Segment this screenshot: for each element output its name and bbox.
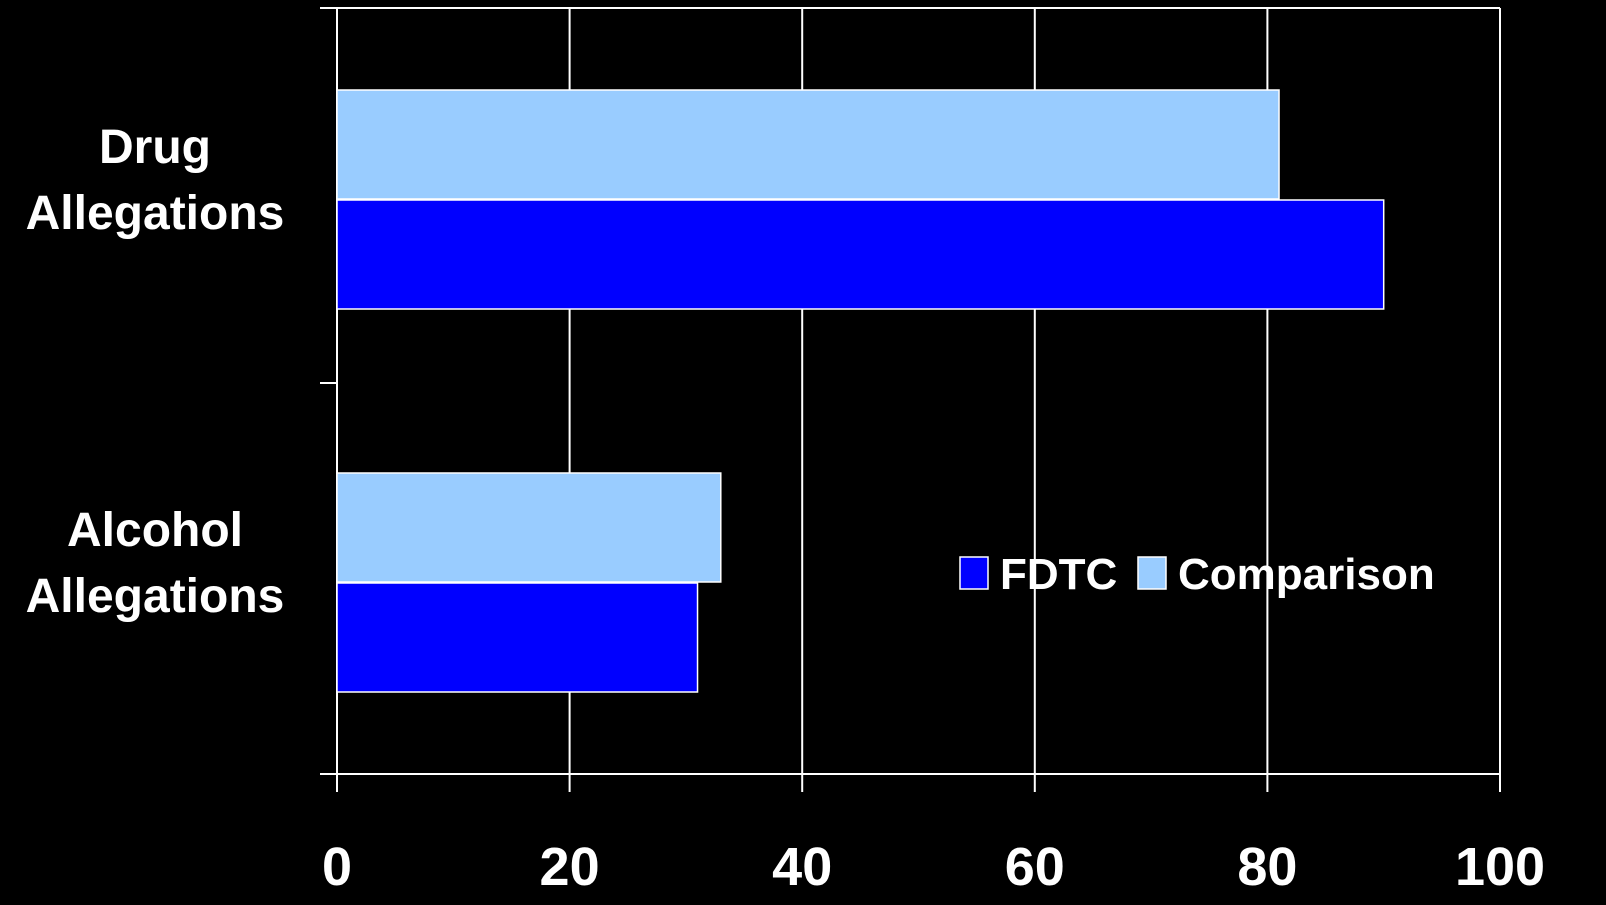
legend-swatch-fdtc [959, 556, 989, 590]
y-category-label: Drug [99, 121, 211, 174]
bar-fdtc-1 [336, 582, 699, 693]
legend-label-fdtc: FDTC [1000, 550, 1117, 599]
y-category-label: Alcohol [67, 504, 243, 557]
x-tick-label: 60 [1005, 837, 1065, 897]
bars [336, 89, 1385, 693]
x-tick-label: 40 [772, 837, 832, 897]
x-tick-label: 100 [1455, 837, 1545, 897]
y-category-label: Allegations [26, 570, 285, 623]
bar-fdtc-0 [336, 199, 1385, 310]
legend-swatch-comparison [1137, 556, 1167, 590]
legend: FDTC Comparison [959, 550, 1435, 599]
axes [320, 7, 1500, 775]
x-tick-label: 0 [322, 837, 352, 897]
bar-comparison-0 [336, 89, 1280, 200]
labels: 0 20 40 60 80 100 Drug Allegations Alcohol Allega… [26, 121, 1545, 897]
bar-comparison-1 [336, 472, 722, 583]
legend-label-comparison: Comparison [1178, 550, 1435, 599]
x-tick-label: 80 [1237, 837, 1297, 897]
x-tick-label: 20 [540, 837, 600, 897]
y-category-label: Allegations [26, 187, 285, 240]
